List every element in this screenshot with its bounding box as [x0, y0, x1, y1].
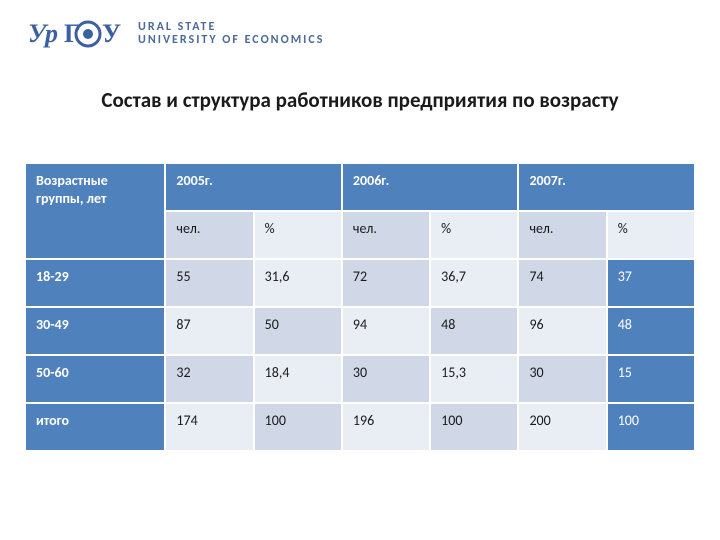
age-structure-table: Возрастные группы, лет 2005г. 2006г. 200… [24, 162, 696, 452]
row-label: 50-60 [25, 355, 165, 403]
cell: 15,3 [430, 355, 518, 403]
cell: 50 [254, 307, 342, 355]
cell: 87 [165, 307, 253, 355]
cell: 30 [518, 355, 606, 403]
cell: 30 [342, 355, 430, 403]
cell: 72 [342, 259, 430, 307]
row-label: итого [25, 403, 165, 451]
logo-line2: UNIVERSITY OF ECONOMICS [138, 34, 324, 47]
logo-mark-icon: Ур Г У [28, 12, 126, 56]
cell: 15 [607, 355, 695, 403]
sub-header: % [254, 211, 342, 259]
table-header-row-1: Возрастные группы, лет 2005г. 2006г. 200… [25, 163, 695, 211]
svg-text:Г: Г [64, 19, 81, 48]
logo-text: URAL STATE UNIVERSITY OF ECONOMICS [138, 21, 324, 47]
svg-text:Ур: Ур [28, 19, 58, 48]
cell: 100 [430, 403, 518, 451]
cell: 32 [165, 355, 253, 403]
cell: 37 [607, 259, 695, 307]
university-logo: Ур Г У URAL STATE UNIVERSITY OF ECONOMIC… [28, 12, 324, 56]
cell: 48 [430, 307, 518, 355]
row-label: 30-49 [25, 307, 165, 355]
year-header: 2007г. [518, 163, 695, 211]
sub-header: % [607, 211, 695, 259]
sub-header: чел. [342, 211, 430, 259]
table-row: 30-49 87 50 94 48 96 48 [25, 307, 695, 355]
cell: 100 [607, 403, 695, 451]
row-label: 18-29 [25, 259, 165, 307]
cell: 18,4 [254, 355, 342, 403]
cell: 48 [607, 307, 695, 355]
table-row-total: итого 174 100 196 100 200 100 [25, 403, 695, 451]
year-header: 2006г. [342, 163, 519, 211]
cell: 196 [342, 403, 430, 451]
cell: 200 [518, 403, 606, 451]
table-row: 50-60 32 18,4 30 15,3 30 15 [25, 355, 695, 403]
svg-text:У: У [102, 19, 121, 48]
row-header-label: Возрастные группы, лет [25, 163, 165, 259]
cell: 100 [254, 403, 342, 451]
cell: 31,6 [254, 259, 342, 307]
cell: 55 [165, 259, 253, 307]
cell: 36,7 [430, 259, 518, 307]
cell: 94 [342, 307, 430, 355]
sub-header: % [430, 211, 518, 259]
year-header: 2005г. [165, 163, 342, 211]
page-title: Состав и структура работников предприяти… [0, 86, 720, 114]
sub-header: чел. [165, 211, 253, 259]
cell: 74 [518, 259, 606, 307]
cell: 96 [518, 307, 606, 355]
table-row: 18-29 55 31,6 72 36,7 74 37 [25, 259, 695, 307]
sub-header: чел. [518, 211, 606, 259]
cell: 174 [165, 403, 253, 451]
